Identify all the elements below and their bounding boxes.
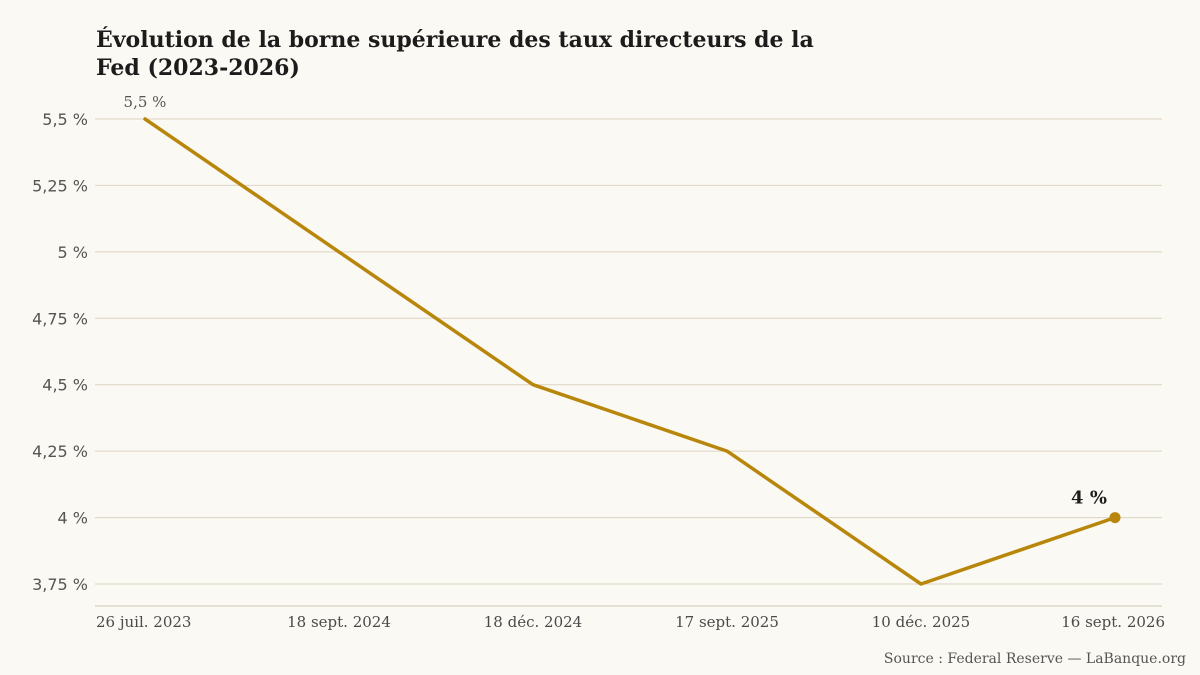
grid-lines <box>95 118 1162 585</box>
x-axis-ticks: 26 juil. 2023 18 sept. 2024 18 déc. 2024 17… <box>96 613 1165 631</box>
y-tick-label: 3,75 % <box>32 575 88 594</box>
x-tick-label: 18 sept. 2024 <box>287 613 391 631</box>
y-tick-label: 5,5 % <box>42 110 88 129</box>
x-tick-label: 26 juil. 2023 <box>96 613 191 631</box>
last-data-point <box>1109 512 1121 524</box>
first-point-label: 5,5 % <box>124 93 167 111</box>
x-tick-label: 10 déc. 2025 <box>872 613 970 631</box>
y-tick-label: 4,25 % <box>32 442 88 461</box>
last-point-label: 4 % <box>1071 488 1107 509</box>
y-tick-label: 4,5 % <box>42 376 88 395</box>
series-line <box>143 117 1117 586</box>
y-axis-ticks: 3,75 % 4 % 4,25 % 4,5 % 4,75 % 5 % 5,25 % 5,5 % <box>32 110 88 594</box>
chart-title: Évolution de la borne supérieure des tau… <box>96 27 814 81</box>
x-tick-label: 16 sept. 2026 <box>1061 613 1165 631</box>
y-tick-label: 5,25 % <box>32 176 88 195</box>
source-note: Source : Federal Reserve — LaBanque.org <box>883 651 1186 667</box>
x-tick-label: 18 déc. 2024 <box>484 613 582 631</box>
y-tick-label: 4,75 % <box>32 309 88 328</box>
y-tick-label: 4 % <box>58 509 88 528</box>
y-tick-label: 5 % <box>58 243 88 262</box>
x-tick-label: 17 sept. 2025 <box>675 613 779 631</box>
